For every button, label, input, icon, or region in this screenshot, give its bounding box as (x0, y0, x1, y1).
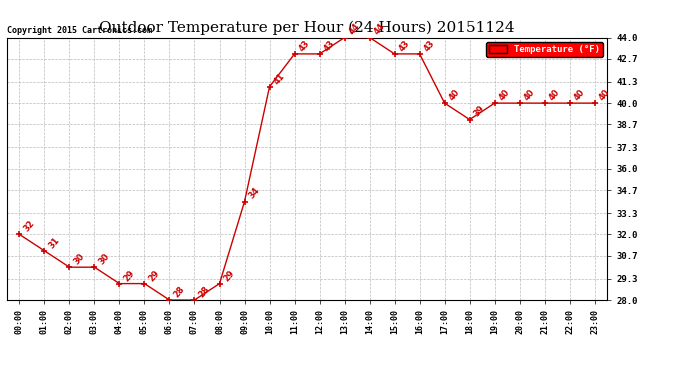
Text: 40: 40 (573, 88, 586, 102)
Text: 44: 44 (347, 22, 362, 37)
Text: 31: 31 (47, 236, 61, 250)
Title: Outdoor Temperature per Hour (24 Hours) 20151124: Outdoor Temperature per Hour (24 Hours) … (99, 21, 515, 35)
Text: 40: 40 (522, 88, 537, 102)
Text: 44: 44 (373, 22, 387, 37)
Text: 43: 43 (422, 39, 437, 53)
Text: 34: 34 (247, 186, 262, 201)
Text: 29: 29 (122, 268, 137, 283)
Text: 28: 28 (197, 285, 212, 299)
Text: 30: 30 (97, 252, 112, 266)
Text: 40: 40 (447, 88, 462, 102)
Text: 41: 41 (273, 71, 287, 86)
Text: Copyright 2015 Cartronics.com: Copyright 2015 Cartronics.com (7, 26, 152, 35)
Text: 30: 30 (72, 252, 86, 266)
Text: 43: 43 (397, 39, 412, 53)
Text: 32: 32 (22, 219, 37, 234)
Text: 40: 40 (547, 88, 562, 102)
Text: 29: 29 (147, 268, 161, 283)
Text: 43: 43 (322, 39, 337, 53)
Legend: Temperature (°F): Temperature (°F) (486, 42, 602, 57)
Text: 29: 29 (222, 268, 237, 283)
Text: 43: 43 (297, 39, 312, 53)
Text: 39: 39 (473, 104, 486, 119)
Text: 40: 40 (497, 88, 512, 102)
Text: 40: 40 (598, 88, 612, 102)
Text: 28: 28 (172, 285, 186, 299)
